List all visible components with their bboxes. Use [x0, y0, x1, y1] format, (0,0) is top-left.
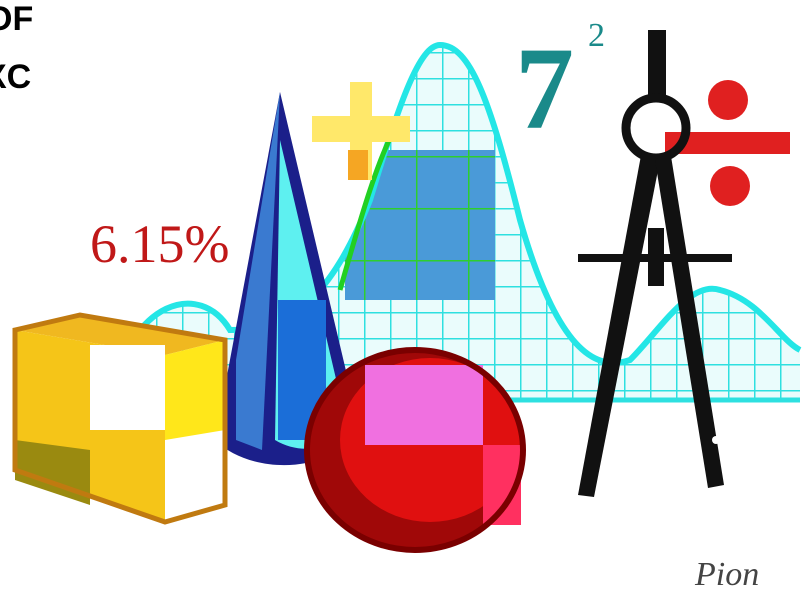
compass — [578, 30, 732, 497]
divide-sign — [665, 80, 790, 206]
plus-sign — [312, 82, 410, 180]
cut-text: OF — [0, 0, 33, 38]
percent-label: 6.15% — [90, 214, 229, 274]
cut-text: XC — [0, 58, 31, 96]
signature: Pion — [694, 556, 759, 593]
sphere — [304, 347, 526, 553]
exponent: 2 — [588, 17, 605, 54]
cube — [12, 312, 228, 525]
cone — [215, 92, 360, 466]
base-number: 7 — [515, 23, 574, 154]
